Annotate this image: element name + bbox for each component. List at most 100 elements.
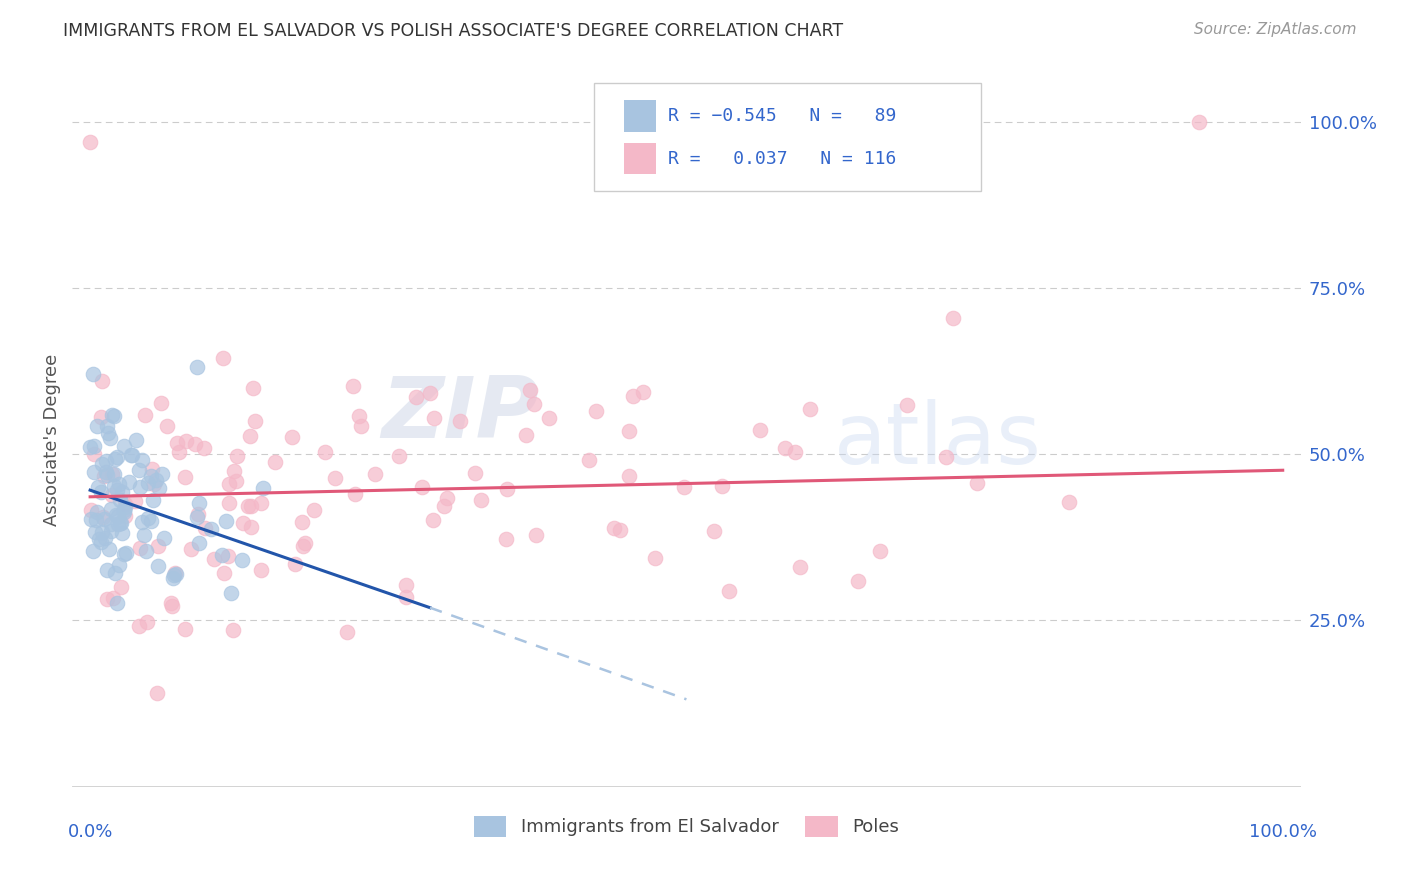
Point	[89, 485, 111, 500]
Point	[291, 515, 314, 529]
Point	[79, 502, 101, 516]
Point	[219, 586, 242, 600]
Point	[232, 516, 254, 530]
Text: R =   0.037   N = 116: R = 0.037 N = 116	[668, 150, 897, 168]
Point	[153, 531, 176, 545]
Point	[129, 480, 152, 494]
Point	[94, 531, 117, 545]
Point	[101, 591, 124, 606]
Point	[145, 686, 167, 700]
Point	[112, 503, 135, 517]
Point	[148, 539, 170, 553]
Point	[148, 481, 170, 495]
Point	[284, 558, 307, 572]
Point	[239, 428, 262, 442]
Point	[121, 448, 143, 462]
Point	[114, 500, 136, 515]
Point	[108, 558, 131, 573]
Point	[156, 419, 179, 434]
Point	[186, 360, 208, 375]
Text: Source: ZipAtlas.com: Source: ZipAtlas.com	[1194, 22, 1357, 37]
Point	[200, 523, 222, 537]
Point	[423, 411, 446, 425]
Point	[526, 527, 548, 541]
Point	[644, 551, 666, 566]
Point	[347, 409, 370, 423]
Point	[966, 476, 988, 491]
Point	[98, 432, 121, 446]
Point	[789, 559, 811, 574]
Point	[349, 419, 371, 434]
Point	[105, 596, 128, 610]
Point	[167, 444, 190, 458]
Point	[718, 583, 741, 598]
Point	[212, 351, 235, 365]
Point	[90, 410, 112, 425]
Point	[436, 491, 458, 506]
Point	[773, 441, 796, 455]
Point	[79, 135, 101, 149]
Point	[110, 580, 132, 594]
Point	[238, 499, 260, 513]
Point	[110, 485, 132, 500]
Text: atlas: atlas	[834, 399, 1042, 482]
Point	[342, 379, 364, 393]
Point	[470, 493, 492, 508]
Point	[80, 512, 103, 526]
Point	[174, 470, 197, 484]
Point	[240, 520, 263, 534]
Point	[617, 424, 640, 438]
Point	[91, 457, 114, 471]
Point	[163, 566, 186, 580]
Point	[187, 507, 209, 521]
Point	[242, 381, 264, 395]
Point	[166, 435, 188, 450]
Point	[249, 563, 271, 577]
FancyBboxPatch shape	[595, 83, 981, 191]
Point	[136, 511, 159, 525]
Text: R = −0.545   N =   89: R = −0.545 N = 89	[668, 107, 897, 125]
Point	[217, 549, 239, 563]
Point	[100, 467, 122, 481]
Point	[250, 496, 273, 510]
Point	[83, 446, 105, 460]
Point	[135, 615, 157, 629]
Point	[621, 389, 644, 403]
Point	[433, 499, 456, 513]
Point	[149, 396, 172, 410]
Point	[395, 578, 418, 592]
Point	[222, 464, 245, 478]
Point	[673, 480, 696, 494]
Point	[101, 408, 124, 422]
Point	[538, 410, 561, 425]
Point	[187, 536, 209, 550]
Point	[111, 525, 134, 540]
Point	[174, 623, 197, 637]
Bar	[624, 101, 655, 132]
Point	[281, 430, 304, 444]
Point	[245, 414, 267, 428]
Point	[294, 536, 316, 550]
Point	[131, 515, 153, 529]
Point	[128, 619, 150, 633]
Point	[519, 384, 541, 398]
Point	[162, 568, 184, 582]
Point	[91, 525, 114, 540]
Point	[128, 462, 150, 476]
Point	[186, 510, 208, 524]
Point	[188, 496, 211, 510]
Point	[141, 514, 163, 528]
Point	[785, 444, 807, 458]
Point	[114, 497, 136, 511]
Point	[323, 471, 346, 485]
Point	[292, 540, 315, 554]
Point	[98, 541, 121, 556]
Point	[748, 423, 770, 437]
Point	[83, 525, 105, 540]
Point	[364, 467, 387, 481]
Point	[105, 450, 128, 465]
Point	[464, 466, 486, 480]
Point	[104, 566, 127, 581]
Point	[631, 385, 654, 400]
Point	[115, 547, 138, 561]
